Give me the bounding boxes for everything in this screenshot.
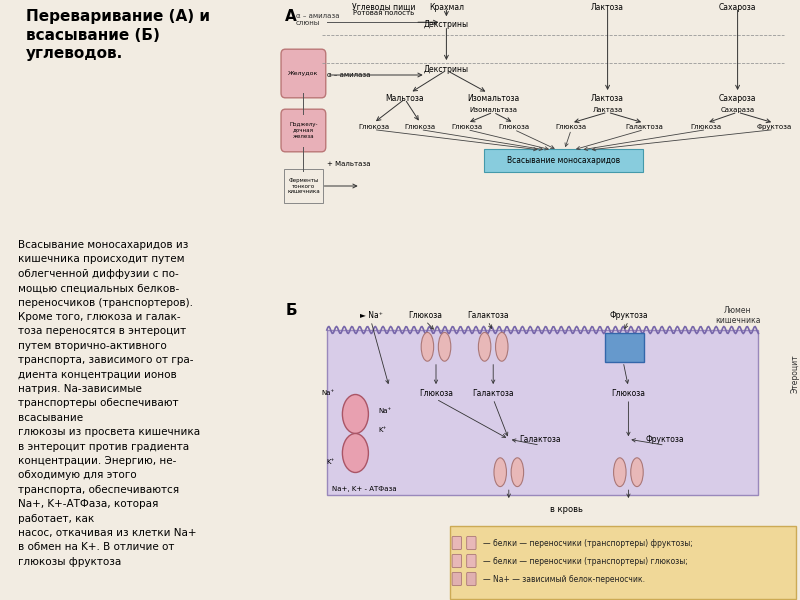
Ellipse shape (478, 332, 491, 361)
Text: в обмен на K+. В отличие от: в обмен на K+. В отличие от (18, 542, 174, 553)
Text: Декстрины: Декстрины (424, 20, 469, 29)
Text: K⁺: K⁺ (326, 459, 334, 465)
Text: Сахароза: Сахароза (719, 94, 756, 103)
Text: Переваривание (А) и
всасывание (Б)
углеводов.: Переваривание (А) и всасывание (Б) углев… (26, 9, 210, 61)
Text: Галактоза: Галактоза (625, 124, 663, 130)
FancyBboxPatch shape (281, 109, 326, 152)
Text: А: А (285, 9, 297, 24)
Text: Na+, K+ - АТФаза: Na+, K+ - АТФаза (332, 486, 397, 492)
Text: Глюкоза: Глюкоза (405, 124, 436, 130)
Text: тоза переносятся в энтероцит: тоза переносятся в энтероцит (18, 326, 186, 337)
Text: Глюкоза: Глюкоза (556, 124, 586, 130)
Text: — белки — переносчики (транспортеры) фруктозы;: — белки — переносчики (транспортеры) фру… (483, 539, 693, 547)
FancyBboxPatch shape (466, 554, 476, 568)
FancyBboxPatch shape (452, 572, 462, 586)
Ellipse shape (342, 395, 368, 433)
Text: мощью специальных белков-: мощью специальных белков- (18, 283, 179, 293)
Text: переносчиков (транспортеров).: переносчиков (транспортеров). (18, 298, 193, 308)
FancyBboxPatch shape (484, 149, 643, 172)
Text: кишечника происходит путем: кишечника происходит путем (18, 254, 184, 265)
Text: Углеводы пищи: Углеводы пищи (352, 3, 416, 12)
Text: Глюкоза: Глюкоза (611, 389, 646, 398)
Text: — Na+ — зависимый белок-переносчик.: — Na+ — зависимый белок-переносчик. (483, 575, 645, 583)
Text: Глюкоза: Глюкоза (419, 389, 453, 398)
FancyBboxPatch shape (466, 536, 476, 550)
Text: Лактоза: Лактоза (591, 94, 624, 103)
Text: — белки — переносчики (транспортеры) глюкозы;: — белки — переносчики (транспортеры) глю… (483, 557, 687, 565)
Text: Ферменты
тонкого
кишечника: Ферменты тонкого кишечника (287, 178, 320, 194)
Text: работает, как: работает, как (18, 514, 94, 524)
Text: ► Na⁺: ► Na⁺ (359, 311, 382, 320)
Text: насос, откачивая из клетки Na+: насос, откачивая из клетки Na+ (18, 528, 196, 538)
FancyBboxPatch shape (452, 536, 462, 550)
Text: натрия. Na-зависимые: натрия. Na-зависимые (18, 384, 142, 394)
Ellipse shape (421, 332, 434, 361)
Text: Всасывание моносахаридов: Всасывание моносахаридов (507, 156, 620, 165)
Text: путем вторично-активного: путем вторично-активного (18, 341, 166, 351)
Text: Желудок: Желудок (288, 71, 318, 76)
Text: Лактоза: Лактоза (591, 3, 624, 12)
Text: Сахароза: Сахароза (719, 3, 756, 12)
Text: транспорта, обеспечиваются: транспорта, обеспечиваются (18, 485, 179, 495)
FancyBboxPatch shape (452, 554, 462, 568)
Text: Крахмал: Крахмал (429, 3, 464, 12)
Text: Люмен
кишечника: Люмен кишечника (715, 306, 760, 325)
Text: Глюкоза: Глюкоза (691, 124, 722, 130)
Text: облегченной диффузии с по-: облегченной диффузии с по- (18, 269, 178, 279)
Text: Поджелу-
дочная
железа: Поджелу- дочная железа (289, 122, 318, 139)
Text: Галактоза: Галактоза (472, 389, 514, 398)
Text: Фруктоза: Фруктоза (756, 124, 792, 130)
FancyBboxPatch shape (450, 526, 796, 599)
Bar (327, 330, 758, 495)
Text: транспорта, зависимого от гра-: транспорта, зависимого от гра- (18, 355, 194, 365)
Text: глюкозы из просвета кишечника: глюкозы из просвета кишечника (18, 427, 200, 437)
Text: транспортеры обеспечивают: транспортеры обеспечивают (18, 398, 178, 409)
Text: Лактаза: Лактаза (593, 107, 622, 113)
Bar (605, 333, 644, 362)
Text: всасывание: всасывание (18, 413, 83, 423)
Text: Галактоза: Галактоза (467, 311, 509, 320)
Text: Этероцит: Этероцит (790, 355, 799, 394)
Ellipse shape (495, 332, 508, 361)
Text: Галактоза: Галактоза (519, 434, 561, 444)
Text: Глюкоза: Глюкоза (358, 124, 389, 130)
Text: Б: Б (285, 303, 297, 318)
Ellipse shape (511, 458, 524, 487)
FancyBboxPatch shape (281, 49, 326, 98)
Ellipse shape (614, 458, 626, 487)
Text: Всасывание моносахаридов из: Всасывание моносахаридов из (18, 240, 188, 250)
Text: Сахараза: Сахараза (721, 107, 754, 113)
Text: Декстрины: Декстрины (424, 65, 469, 74)
Ellipse shape (438, 332, 451, 361)
Text: Фруктоза: Фруктоза (646, 434, 684, 444)
Text: Изомальтаза: Изомальтаза (469, 107, 518, 113)
Text: в кровь: в кровь (550, 505, 582, 514)
Text: Глюкоза: Глюкоза (452, 124, 482, 130)
Text: α – амилаза
слюны: α – амилаза слюны (296, 13, 339, 26)
Text: диента концентрации ионов: диента концентрации ионов (18, 370, 177, 380)
Text: + Мальтаза: + Мальтаза (327, 161, 370, 167)
Text: Na⁺: Na⁺ (379, 408, 392, 414)
Text: Ротовая полость: Ротовая полость (354, 10, 414, 16)
Text: Глюкоза: Глюкоза (498, 124, 530, 130)
Text: в энтероцит против градиента: в энтероцит против градиента (18, 442, 189, 452)
Ellipse shape (494, 458, 506, 487)
FancyBboxPatch shape (284, 169, 323, 203)
Text: глюкозы фруктоза: глюкозы фруктоза (18, 557, 121, 567)
Text: Глюкоза: Глюкоза (409, 311, 442, 320)
Text: Na+, K+-АТФаза, которая: Na+, K+-АТФаза, которая (18, 499, 158, 509)
FancyBboxPatch shape (466, 572, 476, 586)
Text: Кроме того, глюкоза и галак-: Кроме того, глюкоза и галак- (18, 312, 181, 322)
Text: K⁺: K⁺ (379, 427, 387, 433)
Ellipse shape (630, 458, 643, 487)
Ellipse shape (342, 433, 368, 473)
Text: α – амилаза: α – амилаза (327, 72, 370, 78)
Text: Фруктоза: Фруктоза (609, 311, 648, 320)
Text: Мальтоза: Мальтоза (386, 94, 424, 103)
Text: концентрации. Энергию, не-: концентрации. Энергию, не- (18, 456, 176, 466)
Text: обходимую для этого: обходимую для этого (18, 470, 137, 481)
Text: Na⁺: Na⁺ (322, 390, 334, 396)
Text: Изомальтоза: Изомальтоза (467, 94, 519, 103)
